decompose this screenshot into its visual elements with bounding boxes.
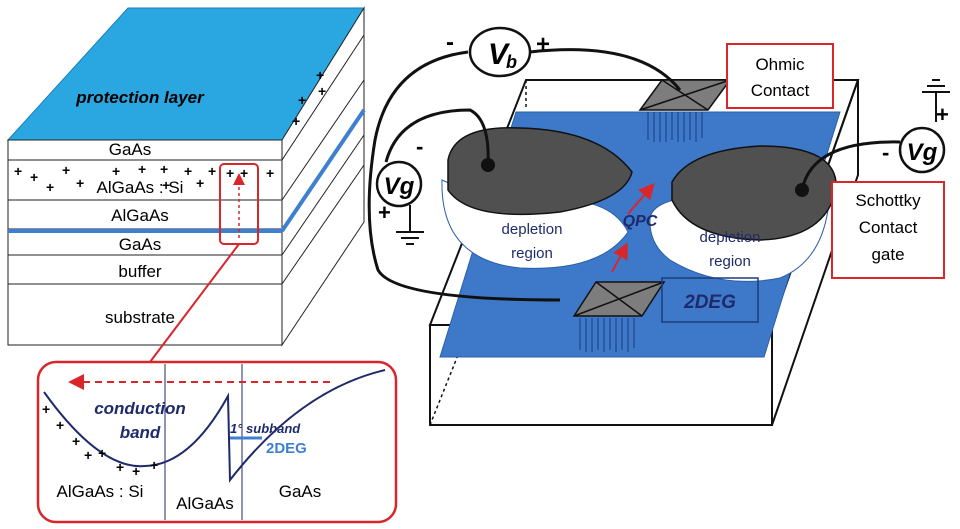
- svg-text:+: +: [14, 163, 22, 179]
- band-diagram: +++ + ++ + + conduction band 1° subband 2D…: [36, 360, 398, 524]
- band-plus-signs: +++ + ++ + +: [42, 401, 158, 479]
- svg-text:+: +: [56, 417, 64, 433]
- layer-substrate: substrate: [105, 308, 175, 327]
- vg-left-source: [375, 160, 423, 208]
- vg-right-plus: +: [936, 102, 949, 127]
- ohmic-label-line1: Ohmic: [755, 55, 805, 74]
- svg-text:+: +: [72, 433, 80, 449]
- vg-right-source: [898, 126, 946, 174]
- depletion-right-line1: depletion: [700, 229, 761, 246]
- vg-left-minus: -: [416, 134, 423, 159]
- vb-plus: +: [536, 31, 550, 58]
- subband-label: 1° subband: [230, 421, 301, 436]
- svg-text:+: +: [84, 447, 92, 463]
- band-region-gaas: GaAs: [279, 482, 322, 501]
- svg-text:+: +: [318, 83, 326, 99]
- vb-letter: V: [488, 38, 511, 71]
- svg-text:+: +: [98, 445, 106, 461]
- layer-algaas: AlGaAs: [111, 206, 169, 225]
- conduction-band-curve: [43, 369, 386, 483]
- band-diagram-frame: [36, 360, 398, 524]
- svg-text:+: +: [132, 463, 140, 479]
- svg-text:+: +: [150, 457, 158, 473]
- schottky-label-line1: Schottky: [855, 191, 921, 210]
- vg-left-plus: +: [378, 200, 391, 225]
- ohmic-contact-bottom: [572, 281, 666, 352]
- vb-sub: b: [506, 52, 517, 72]
- vg-right-label: Vg: [907, 139, 938, 166]
- schottky-label-box: [831, 181, 945, 279]
- ohmic-label-line2: Contact: [751, 81, 810, 100]
- svg-text:+: +: [46, 179, 54, 195]
- wire-vg-left: [384, 108, 490, 166]
- svg-text:+: +: [316, 67, 324, 83]
- conduction-label-1: conduction: [94, 399, 186, 418]
- conduction-label-2: band: [120, 423, 161, 442]
- svg-text:+: +: [30, 169, 38, 185]
- svg-text:+: +: [160, 161, 168, 177]
- wire-vb-right: [529, 48, 682, 91]
- vb-source: [468, 26, 532, 78]
- wire-vg-right: [800, 140, 901, 191]
- qpc-label: QPC: [623, 213, 658, 230]
- layer-gaas-top: GaAs: [109, 140, 152, 159]
- ground-icon-left: [396, 231, 424, 245]
- vg-right-minus: -: [882, 140, 889, 165]
- depletion-left-line2: region: [511, 245, 553, 262]
- depletion-left-line1: depletion: [502, 221, 563, 238]
- ground-icon-right: [922, 79, 950, 104]
- ohmic-label-box: [726, 43, 834, 109]
- svg-text:+: +: [76, 175, 84, 191]
- gate-left: [447, 127, 633, 216]
- band-region-algaas: AlGaAs: [176, 494, 234, 513]
- layer-buffer: buffer: [118, 262, 162, 281]
- svg-text:+: +: [62, 162, 70, 178]
- layer-stack: protection layer GaAs AlGaAs : Si AlGaAs…: [6, 6, 366, 363]
- depletion-right-line2: region: [709, 253, 751, 270]
- ohmic-contact-top: [638, 79, 732, 142]
- svg-text:+: +: [162, 177, 170, 193]
- band-region-algaas-si: AlGaAs : Si: [57, 482, 144, 501]
- svg-text:+: +: [138, 161, 146, 177]
- svg-text:+: +: [292, 113, 300, 129]
- vg-left-label: Vg: [384, 173, 415, 200]
- device-twodeg-label: 2DEG: [683, 292, 736, 313]
- svg-text:+: +: [298, 92, 306, 108]
- svg-text:+: +: [240, 165, 248, 181]
- gate-right: [671, 145, 837, 241]
- svg-text:+: +: [226, 165, 234, 181]
- layer-algaas-si: AlGaAs : Si: [97, 178, 184, 197]
- svg-text:+: +: [184, 163, 192, 179]
- wire-vb-left: [367, 50, 561, 302]
- svg-text:+: +: [196, 175, 204, 191]
- schottky-label-line3: gate: [871, 245, 904, 264]
- svg-text:+: +: [42, 401, 50, 417]
- svg-text:+: +: [112, 163, 120, 179]
- svg-text:+: +: [266, 165, 274, 181]
- layer-gaas: GaAs: [119, 235, 162, 254]
- band-twodeg-label: 2DEG: [266, 440, 307, 457]
- svg-text:+: +: [208, 163, 216, 179]
- svg-text:+: +: [116, 459, 124, 475]
- protection-layer-label: protection layer: [75, 88, 205, 107]
- vb-minus: -: [446, 29, 454, 56]
- schottky-label-line2: Contact: [859, 218, 918, 237]
- device-box: 2DEG QPC depletion region depletion regi…: [367, 26, 950, 426]
